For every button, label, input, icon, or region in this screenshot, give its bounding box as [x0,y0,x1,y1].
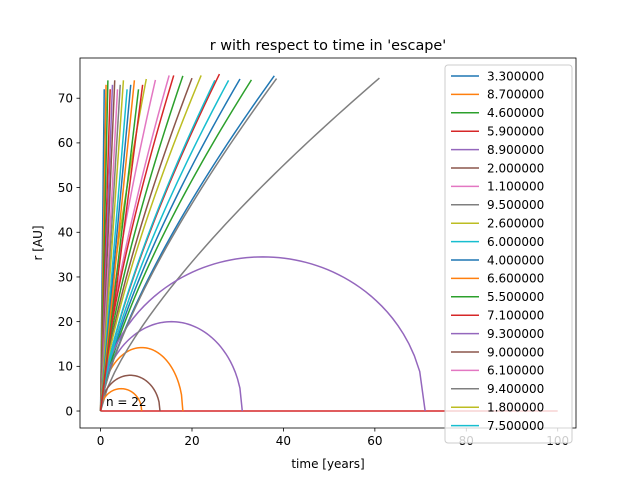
legend-label: 1.800000 [487,401,544,415]
chart-title: r with respect to time in 'escape' [210,38,446,54]
legend-label: 4.000000 [487,253,544,267]
y-tick-label: 60 [58,136,73,150]
x-tick-label: 60 [367,434,382,448]
legend-label: 1.100000 [487,180,544,194]
legend-label: 6.600000 [487,272,544,286]
legend-label: 8.900000 [487,143,544,157]
legend-label: 6.100000 [487,364,544,378]
legend-label: 3.300000 [487,69,544,83]
x-tick-label: 0 [97,434,105,448]
x-tick-label: 40 [276,434,291,448]
y-tick-label: 20 [58,315,73,329]
y-tick-label: 10 [58,360,73,374]
legend-label: 9.000000 [487,345,544,359]
x-axis-label: time [years] [291,457,364,471]
legend-label: 9.400000 [487,382,544,396]
legend-label: 7.500000 [487,419,544,433]
legend-label: 2.000000 [487,161,544,175]
legend-label: 8.700000 [487,88,544,102]
annotation-n: n = 22 [106,395,147,409]
legend-label: 9.500000 [487,198,544,212]
y-axis-label: r [AU] [31,225,45,260]
x-tick-label: 20 [184,434,199,448]
legend-label: 4.600000 [487,106,544,120]
y-tick-label: 30 [58,270,73,284]
legend-label: 2.600000 [487,217,544,231]
legend-label: 9.300000 [487,327,544,341]
y-tick-label: 50 [58,181,73,195]
y-tick-label: 0 [65,404,73,418]
y-tick-label: 70 [58,92,73,106]
legend-label: 5.500000 [487,290,544,304]
legend-label: 5.900000 [487,125,544,139]
legend-label: 7.100000 [487,309,544,323]
legend: 3.300000 8.700000 4.600000 5.900000 8.900000… [445,65,572,443]
legend-label: 6.000000 [487,235,544,249]
y-tick-label: 40 [58,226,73,240]
